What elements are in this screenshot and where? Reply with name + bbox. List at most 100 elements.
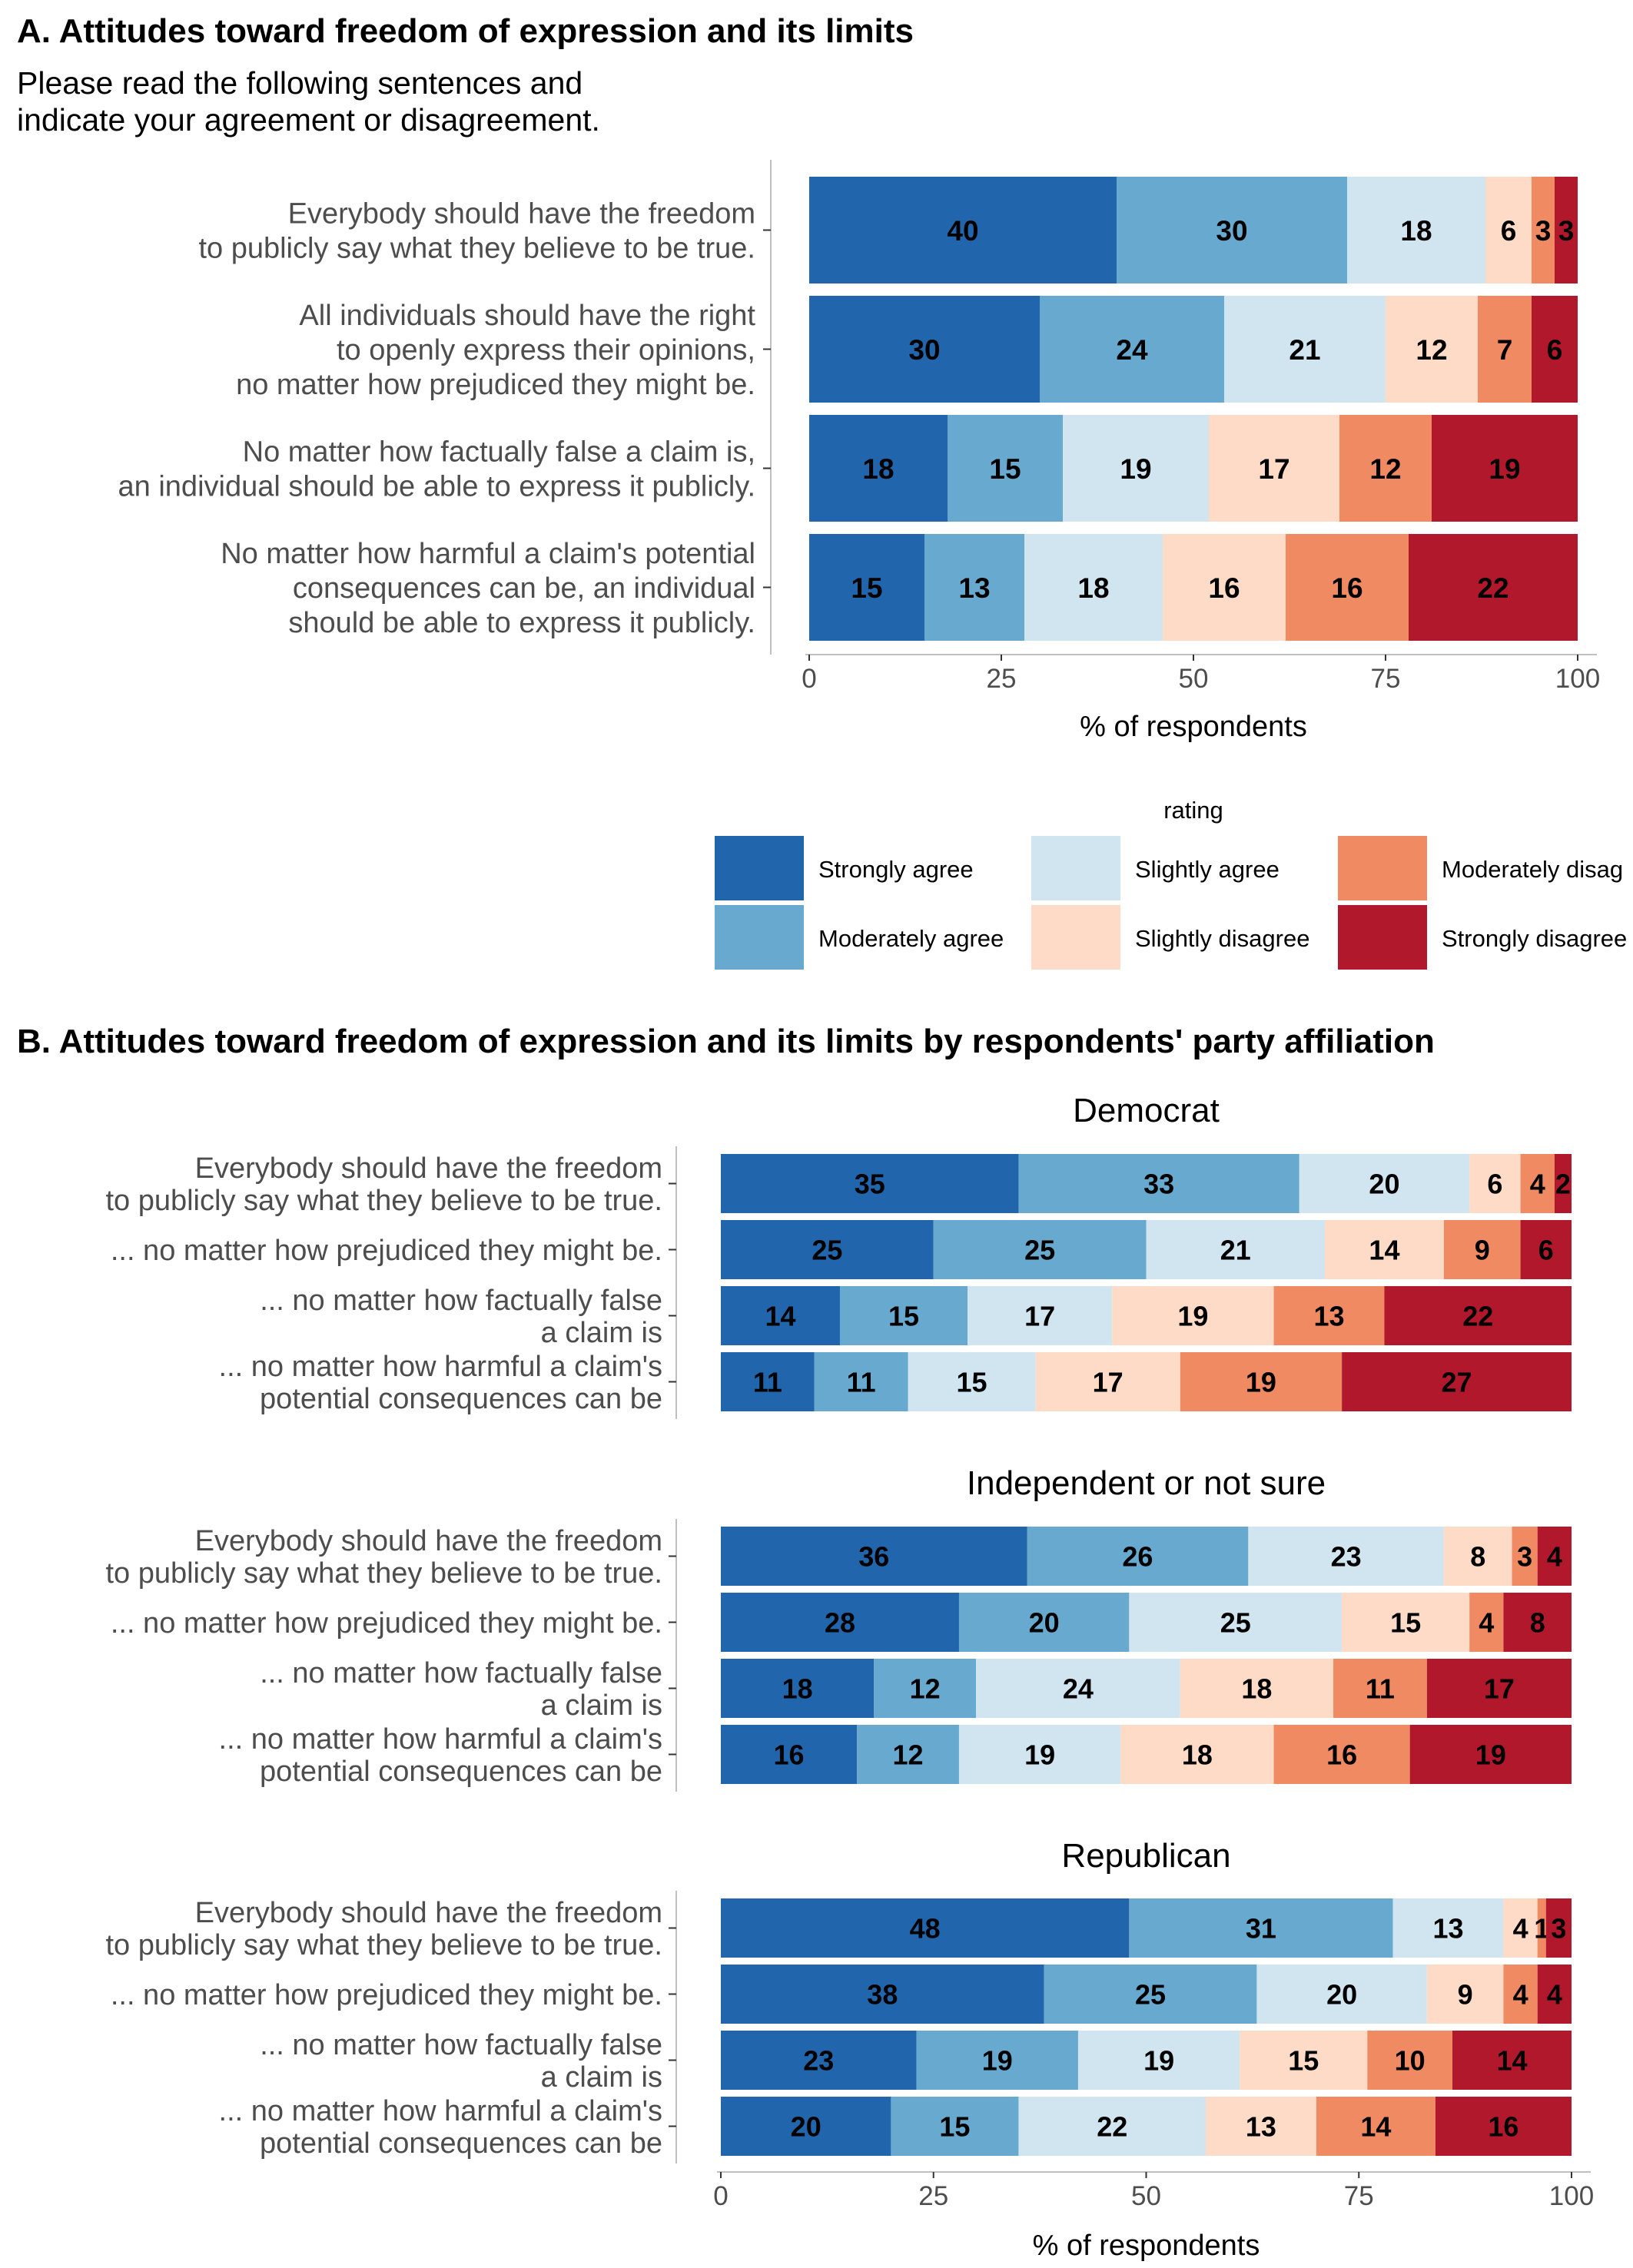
legend-swatch-1 <box>715 905 804 970</box>
panel-b-facet-2-row-2-bar-2 <box>1077 2031 1240 2090</box>
panel-b-facet-2-row-1-label-4: 4 <box>1513 1978 1528 2010</box>
panel-a-row-0-label-2: 18 <box>1400 215 1432 247</box>
panel-a-row-2-label-1: 15 <box>989 453 1021 485</box>
panel-b-facet-1-row-3-label-3: 18 <box>1182 1739 1213 1770</box>
panel-b-facet-1-row-0-label-2: 23 <box>1331 1540 1362 1572</box>
panel-b-facet-1-ylabel-0-line-0: Everybody should have the freedom <box>195 1525 662 1557</box>
panel-b-facet-0-ylabel-3-line-1: potential consequences can be <box>260 1383 662 1415</box>
legend-label-1: Moderately agree <box>818 925 1004 952</box>
panel-a-x-tick-label-1: 25 <box>987 664 1017 694</box>
panel-b-facet-0-row-1-bar-1 <box>933 1220 1147 1279</box>
panel-b-facet-0-row-1-bar-5 <box>1520 1220 1572 1279</box>
panel-b-facet-2-row-3-bar-1 <box>891 2097 1019 2156</box>
panel-a-row-1-label-4: 7 <box>1497 334 1513 366</box>
panel-b-facet-1-row-1-label-1: 20 <box>1029 1606 1060 1638</box>
panel-b-facet-0-row-2-label-2: 17 <box>1024 1300 1055 1331</box>
panel-a-ylabel-3-line-0: No matter how harmful a claim's potentia… <box>221 538 755 570</box>
panel-b-facet-1-row-1-label-2: 25 <box>1220 1606 1251 1638</box>
panel-b-facet-0-ylabel-3-line-0: ... no matter how harmful a claim's <box>219 1351 662 1383</box>
panel-a-row-2-bar-2 <box>1063 415 1209 522</box>
panel-b-facet-2-row-3-label-1: 15 <box>939 2110 970 2142</box>
panel-a-ylabel-0-line-1: to publicly say what they believe to be … <box>198 232 755 264</box>
panel-b-facet-2-ylabel-3-line-1: potential consequences can be <box>260 2127 662 2160</box>
panel-b-x-tick-label-0: 0 <box>713 2181 728 2211</box>
legend-label-4: Moderately disag <box>1442 856 1623 883</box>
panel-b-facet-1-row-2-label-2: 24 <box>1063 1673 1094 1704</box>
panel-b-facet-2-row-0-bar-4 <box>1537 1898 1546 1958</box>
legend: rating Strongly agree Moderately agree Slig… <box>715 797 1627 970</box>
panel-b-facet-2-row-1-bar-2 <box>1256 1965 1427 2024</box>
panel-b-facet-1-row-1-label-4: 4 <box>1479 1606 1494 1638</box>
panel-a-row-0-label-4: 3 <box>1535 215 1552 247</box>
panel-a-row-0-label-3: 6 <box>1501 215 1517 247</box>
panel-b-facet-0-row-2-label-0: 14 <box>765 1300 795 1331</box>
panel-b-facet-0-row-3-bar-2 <box>908 1352 1036 1411</box>
panel-b-facet-1-row-2-bar-2 <box>976 1659 1180 1718</box>
panel-b-facet-1-row-0-label-1: 26 <box>1122 1540 1153 1572</box>
panel-b-facet-0-row-0-bar-4 <box>1520 1154 1555 1213</box>
panel-b-facet-0-row-1-label-3: 14 <box>1369 1234 1399 1265</box>
panel-b-facet-1-row-3-bar-5 <box>1409 1725 1572 1784</box>
panel-b-facet-2-row-0-label-3: 4 <box>1513 1912 1528 1944</box>
panel-b-facet-1-row-3-label-4: 16 <box>1326 1739 1357 1770</box>
legend-swatch-2 <box>1031 836 1120 900</box>
panel-b-facet-2-row-0-bar-2 <box>1392 1898 1504 1958</box>
panel-a-row-3-bar-3 <box>1163 534 1286 641</box>
panel-b-facet-2-row-1-label-3: 9 <box>1458 1978 1473 2010</box>
panel-b-facet-2-row-2-label-4: 10 <box>1395 2044 1426 2076</box>
panel-b-facet-0-ylabel-2-line-0: ... no matter how factually false <box>260 1285 662 1317</box>
panel-b-facet-2-ylabel-2-line-1: a claim is <box>541 2061 662 2094</box>
panel-a-row-1-bar-4 <box>1478 296 1532 403</box>
panel-b-facet-1-row-0-label-3: 8 <box>1470 1540 1485 1572</box>
panel-a-x-axis-title: % of respondents <box>1080 711 1307 743</box>
panel-b-facet-0-row-0-bar-2 <box>1299 1154 1470 1213</box>
panel-b-facet-2-row-3-bar-5 <box>1435 2097 1572 2156</box>
panel-b-facet-0-row-1-bar-2 <box>1146 1220 1325 1279</box>
panel-b-facet-2-strip-label: Republican <box>1061 1837 1230 1875</box>
panel-b-facet-2-row-2-label-2: 19 <box>1143 2044 1174 2076</box>
legend-label-5: Strongly disagree <box>1442 925 1627 952</box>
panel-a-ylabel-3-line-1: consequences can be, an individual <box>293 572 755 605</box>
panel-b-facet-1-row-3-bar-1 <box>857 1725 959 1784</box>
panel-b-facet-0-row-0-label-4: 4 <box>1530 1168 1545 1199</box>
panel-b-facet-1-row-0-bar-5 <box>1537 1527 1572 1586</box>
panel-b-facet-0-row-1-label-0: 25 <box>812 1234 842 1265</box>
panel-b-facet-0-row-0-label-1: 33 <box>1143 1168 1174 1199</box>
panel-b-facet-0-row-1-bar-4 <box>1443 1220 1521 1279</box>
panel-b-facet-1-row-1-bar-2 <box>1129 1593 1343 1652</box>
panel-b-facet-0-row-2-bar-5 <box>1384 1286 1572 1345</box>
panel-b-facet-0-row-3-label-4: 19 <box>1246 1366 1276 1398</box>
panel-b-facet-1-ylabel-3-line-0: ... no matter how harmful a claim's <box>219 1723 662 1756</box>
panel-b-facet-0-row-1-label-5: 6 <box>1538 1234 1554 1265</box>
panel-a-title: A. Attitudes toward freedom of expressio… <box>17 12 914 50</box>
panel-b-facet-1-row-2-label-1: 12 <box>910 1673 941 1704</box>
panel-b-facet-0-row-1-label-2: 21 <box>1220 1234 1251 1265</box>
panel-b-facet-2-row-3-label-5: 16 <box>1488 2110 1518 2142</box>
panel-a-row-3-label-2: 18 <box>1077 572 1109 604</box>
panel-a-ylabel-2-line-1: an individual should be able to express … <box>118 470 755 502</box>
panel-b-facet-2-row-0-bar-5 <box>1545 1898 1572 1958</box>
panel-b-facet-0-row-3-label-3: 17 <box>1093 1366 1124 1398</box>
panel-b-facet-1-row-3-bar-3 <box>1120 1725 1274 1784</box>
panel-b-facet-2-row-1-label-0: 38 <box>867 1978 898 2010</box>
panel-b-facet-2-row-2-bar-3 <box>1240 2031 1368 2090</box>
panel-b-facet-0-row-3-bar-1 <box>814 1352 908 1411</box>
panel-b-facet-0-row-2-bar-3 <box>1112 1286 1274 1345</box>
legend-swatch-4 <box>1338 836 1427 900</box>
panel-a-row-1-bar-5 <box>1532 296 1578 403</box>
panel-b-facet-2-row-0-label-4: 1 <box>1534 1912 1549 1944</box>
panel-b-facet-2-row-3-bar-2 <box>1018 2097 1206 2156</box>
panel-b-facet-2-row-2-label-1: 19 <box>982 2044 1013 2076</box>
panel-b-facet-1-row-0-label-5: 4 <box>1547 1540 1562 1572</box>
panel-b-facet-1-row-3-label-0: 16 <box>774 1739 805 1770</box>
legend-label-0: Strongly agree <box>818 856 974 883</box>
panel-a-row-2-bar-1 <box>948 415 1063 522</box>
panel-a-ylabel-1-line-2: no matter how prejudiced they might be. <box>236 369 755 401</box>
panel-b-facet-1-row-1-bar-5 <box>1503 1593 1572 1652</box>
panel-b-facet-0-row-0-bar-3 <box>1469 1154 1521 1213</box>
panel-a-row-1-label-5: 6 <box>1547 334 1563 366</box>
panel-a-row-0-bar-0 <box>809 177 1117 284</box>
panel-b-facet-2-row-1-bar-5 <box>1537 1965 1572 2024</box>
panel-a-subtitle-line-2: indicate your agreement or disagreement. <box>17 102 600 138</box>
